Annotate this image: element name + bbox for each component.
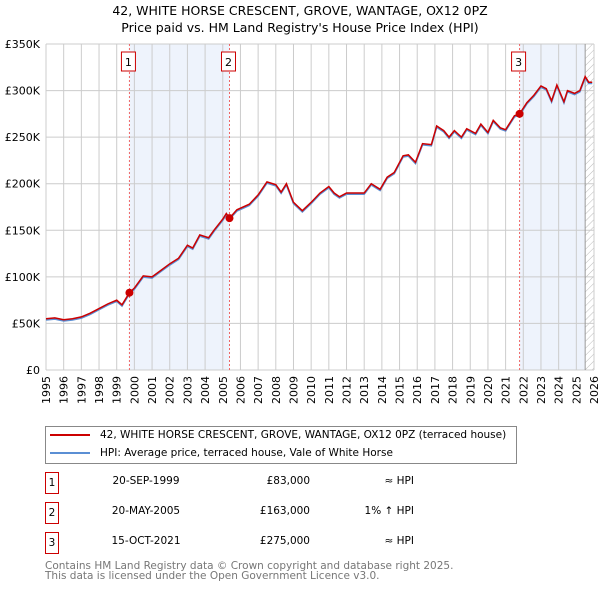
sale-date: 20-SEP-1999 <box>112 475 180 487</box>
chart-plot: 1995 1996 1997 1998 1999 2000 2001 2002 2003 2004… <box>5 38 600 404</box>
x-tick-label: 2001 <box>146 376 159 404</box>
sale-badge: 1 <box>45 472 59 494</box>
sale-date: 20-MAY-2005 <box>111 505 181 517</box>
x-tick-label: 2002 <box>164 376 177 404</box>
y-tick-label: £150K <box>5 224 41 237</box>
chart-subtitle: Price paid vs. HM Land Registry's House … <box>121 20 479 35</box>
footer-line: Contains HM Land Registry data © Crown c… <box>45 560 454 572</box>
legend-swatch-hpi <box>50 452 90 454</box>
y-tick-label: £200K <box>5 178 41 191</box>
x-tick-label: 2012 <box>341 376 354 404</box>
y-tick-label: £0 <box>26 364 40 377</box>
x-tick-label: 2026 <box>588 376 600 404</box>
x-tick-label: 1996 <box>58 376 71 404</box>
property-price-line <box>45 74 593 321</box>
sale-marker-number: 2 <box>225 56 232 69</box>
footer-line: This data is licensed under the Open Gov… <box>45 570 380 582</box>
x-tick-label: 2020 <box>482 376 495 404</box>
footer: Contains HM Land Registry data © Crown c… <box>45 560 454 582</box>
x-tick-label: 2004 <box>199 376 212 404</box>
sale-point <box>125 288 134 297</box>
sale-hpi-comparison: 1% ↑ HPI <box>364 505 414 517</box>
sale-marker-badge <box>220 51 236 72</box>
x-tick-label: 2005 <box>217 376 230 404</box>
x-tick-label: 2015 <box>394 376 407 404</box>
sale-hpi-comparison: ≈ HPI <box>384 475 414 487</box>
y-tick-label: £50K <box>12 317 41 330</box>
x-tick-label: 2016 <box>411 376 424 404</box>
future-hatch <box>585 44 594 370</box>
legend-label-property: 42, WHITE HORSE CRESCENT, GROVE, WANTAGE… <box>100 429 507 441</box>
sale-marker-number: 1 <box>125 56 132 69</box>
x-tick-label: 2006 <box>234 376 247 404</box>
sale-hpi-comparison: ≈ HPI <box>384 535 414 547</box>
x-tick-label: 2014 <box>376 376 389 404</box>
x-tick-label: 2017 <box>429 376 442 404</box>
sale-marker-number: 3 <box>515 56 522 69</box>
x-tick-label: 2010 <box>305 376 318 404</box>
sale-price: £275,000 <box>259 535 310 547</box>
sale-badge: 3 <box>45 532 59 554</box>
x-tick-label: 2018 <box>447 376 460 404</box>
legend: 42, WHITE HORSE CRESCENT, GROVE, WANTAGE… <box>45 426 517 464</box>
sale-marker-badge <box>511 51 527 72</box>
x-tick-label: 1997 <box>75 376 88 404</box>
x-tick-label: 2011 <box>323 376 336 404</box>
x-tick-label: 1998 <box>93 376 106 404</box>
y-tick-label: £350K <box>5 38 41 51</box>
x-tick-label: 2023 <box>535 376 548 404</box>
shaded-period-1 <box>129 44 230 370</box>
x-tick-label: 2024 <box>553 376 566 404</box>
x-tick-label: 2003 <box>181 376 194 404</box>
sale-row: 1 20-SEP-1999 £83,000 ≈ HPI <box>45 472 485 494</box>
sale-badge: 2 <box>45 502 59 524</box>
sale-row: 2 20-MAY-2005 £163,000 1% ↑ HPI <box>45 502 485 524</box>
y-tick-label: £300K <box>5 85 41 98</box>
y-tick-label: £250K <box>5 131 41 144</box>
y-tick-label: £100K <box>5 271 41 284</box>
sale-row: 3 15-OCT-2021 £275,000 ≈ HPI <box>45 532 485 554</box>
x-tick-label: 1999 <box>111 376 124 404</box>
hpi-line <box>45 76 593 322</box>
legend-label-hpi: HPI: Average price, terraced house, Vale… <box>100 447 393 459</box>
x-tick-label: 2007 <box>252 376 265 404</box>
x-tick-label: 2021 <box>500 376 513 404</box>
x-tick-label: 2019 <box>464 376 477 404</box>
x-tick-label: 1995 <box>40 376 53 404</box>
chart-title: 42, WHITE HORSE CRESCENT, GROVE, WANTAGE… <box>112 3 488 18</box>
sale-marker-badge <box>120 51 136 72</box>
x-tick-label: 2022 <box>517 376 530 404</box>
sale-price: £83,000 <box>266 475 310 487</box>
x-tick-label: 2009 <box>287 376 300 404</box>
sale-point <box>515 109 524 118</box>
x-tick-label: 2000 <box>128 376 141 404</box>
x-tick-label: 2013 <box>358 376 371 404</box>
legend-swatch-property <box>50 434 90 436</box>
sale-point <box>225 214 234 223</box>
sale-date: 15-OCT-2021 <box>111 535 181 547</box>
x-tick-label: 2008 <box>270 376 283 404</box>
x-tick-label: 2025 <box>570 376 583 404</box>
sale-price: £163,000 <box>259 505 310 517</box>
